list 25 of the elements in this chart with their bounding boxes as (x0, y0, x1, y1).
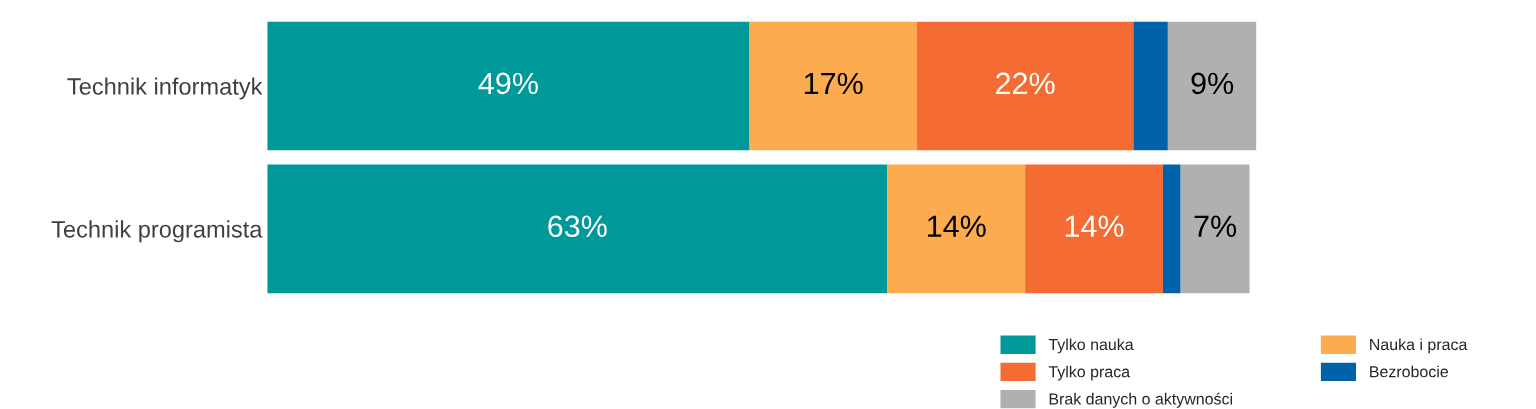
data-label: 14% (928, 215, 986, 237)
bar (267, 164, 888, 294)
data-label: 17% (804, 72, 863, 95)
y-tick-label: Technik programista (51, 220, 263, 243)
data-label: 14% (1065, 215, 1124, 237)
bar (916, 21, 1134, 151)
legend-label: Bezrobocie (1370, 365, 1449, 378)
bar (267, 21, 750, 151)
bar (1180, 164, 1250, 294)
data-label: 22% (996, 72, 1055, 95)
legend-label: Brak danych o aktywności (1049, 392, 1232, 408)
bar (749, 21, 917, 151)
bar (887, 164, 1026, 294)
bar (1133, 21, 1168, 151)
y-tick-label: Technik informatyk (67, 77, 263, 100)
legend-label: Tylko nauka (1048, 338, 1134, 354)
bar (1167, 21, 1257, 151)
data-label: 63% (548, 215, 607, 238)
data-label: 9% (1191, 72, 1234, 95)
legend-label: Tylko praca (1048, 365, 1131, 381)
bar (1025, 164, 1163, 294)
data-label: 49% (478, 72, 538, 95)
data-label: 7% (1194, 215, 1237, 237)
bar (1162, 164, 1181, 294)
legend-label: Nauka i praca (1370, 338, 1468, 354)
